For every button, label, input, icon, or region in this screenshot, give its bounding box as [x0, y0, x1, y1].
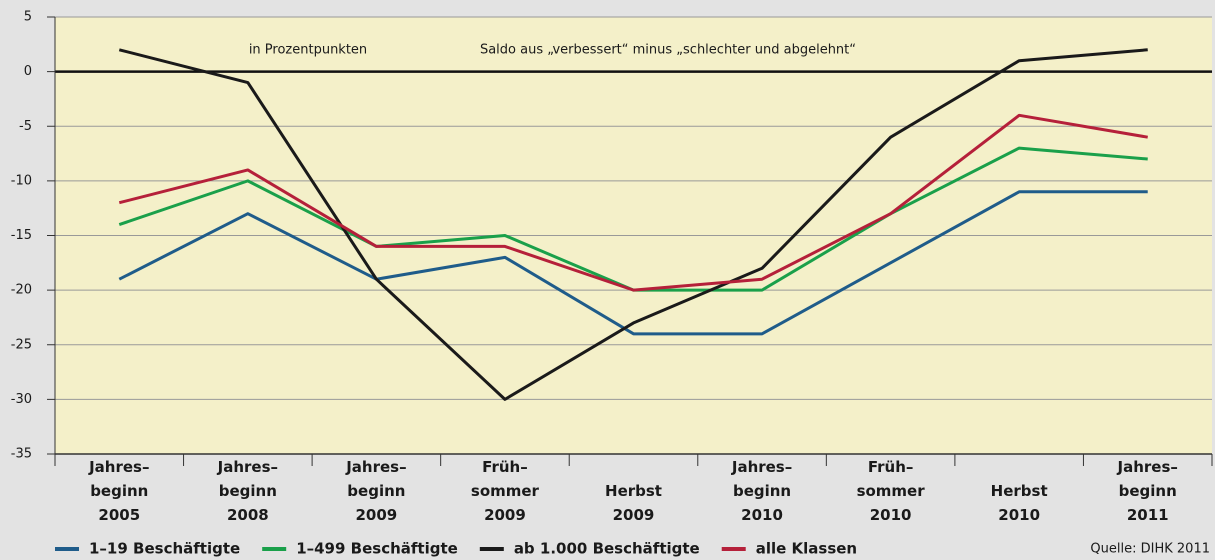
series-line	[118, 48, 1148, 401]
source: Quelle: DIHK 2011	[1090, 542, 1210, 557]
series-line	[118, 190, 1148, 336]
legend-label: alle Klassen	[756, 540, 857, 558]
annotation: Saldo aus „verbessert“ minus „schlechter…	[480, 43, 856, 58]
annotation: in Prozentpunkten	[249, 43, 367, 58]
y-tick-label: -30	[11, 392, 32, 407]
y-tick-label: -15	[11, 228, 32, 243]
x-tick-label: Jahres– beginn 2011	[1117, 458, 1178, 524]
x-tick-label: Früh– sommer 2010	[857, 458, 926, 524]
x-tick-label: Jahres– beginn 2008	[217, 458, 278, 524]
x-tick-label: Jahres– beginn 2009	[345, 458, 406, 524]
x-tick-label: Früh– sommer 2009	[471, 458, 540, 524]
y-tick-label: -10	[11, 173, 32, 188]
y-tick-label: 5	[24, 10, 32, 25]
legend-label: ab 1.000 Beschäftigte	[514, 540, 700, 558]
x-tick-label: Herbst 2009	[605, 482, 662, 524]
y-tick-label: -20	[11, 283, 32, 298]
y-tick-label: -5	[19, 119, 32, 134]
y-tick-label: -25	[11, 337, 32, 352]
y-tick-label: 0	[24, 64, 32, 79]
x-tick-label: Jahres– beginn 2005	[88, 458, 149, 524]
series-line	[118, 113, 1148, 292]
x-tick-label: Jahres– beginn 2010	[731, 458, 792, 524]
y-tick-label: -35	[11, 447, 32, 462]
legend-label: 1–19 Beschäftigte	[89, 540, 240, 558]
x-tick-label: Herbst 2010	[991, 482, 1048, 524]
legend-label: 1–499 Beschäftigte	[296, 540, 458, 558]
